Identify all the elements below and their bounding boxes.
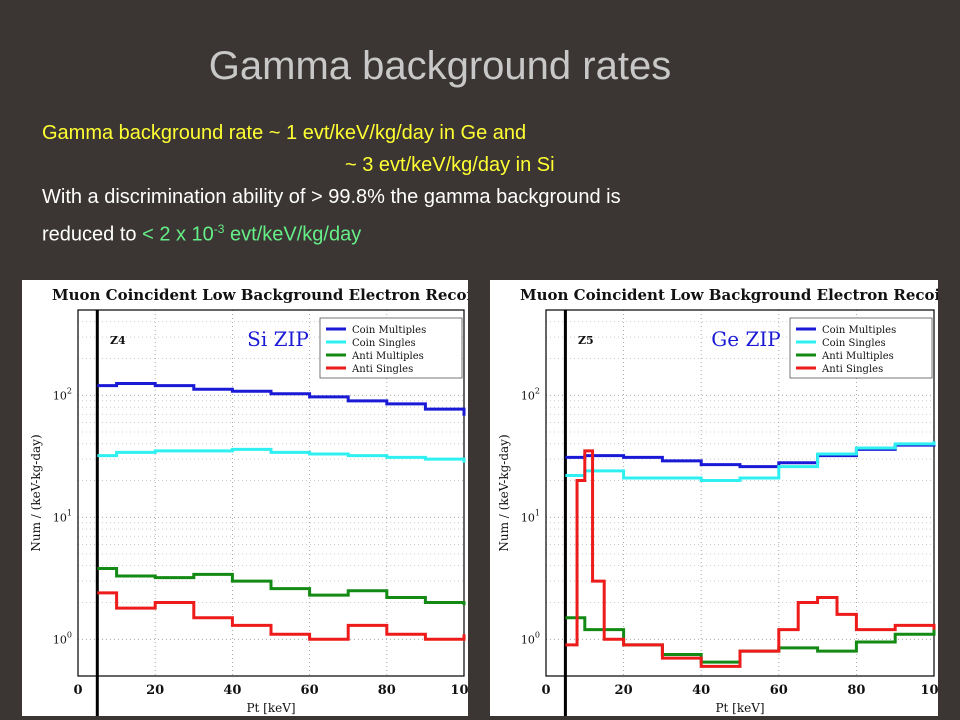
x-axis-label: Pt [keV] <box>715 701 764 715</box>
series-line-coin-singles <box>97 447 466 463</box>
x-tick-label: 0 <box>541 683 550 698</box>
x-tick-label: 100 <box>450 683 468 698</box>
x-tick-label: 40 <box>692 683 710 698</box>
overlay-label: Ge ZIP <box>711 327 780 351</box>
legend-entry: Anti Singles <box>351 364 413 375</box>
x-axis-label: Pt [keV] <box>246 701 295 715</box>
detector-label: Z5 <box>578 334 594 347</box>
x-tick-label: 60 <box>301 683 319 698</box>
x-tick-label: 80 <box>378 683 396 698</box>
chart-title: Muon Coincident Low Background Electron … <box>52 286 468 304</box>
text-line-4-prefix: reduced to <box>42 223 143 246</box>
y-axis-label: Num / (keV-kg-day) <box>497 434 511 551</box>
text-line-1: Gamma background rate ~ 1 evt/keV/kg/day… <box>42 122 527 144</box>
chart-title: Muon Coincident Low Background Electron … <box>520 286 938 304</box>
slide-title: Gamma background rates <box>208 44 672 88</box>
legend-entry: Coin Singles <box>352 338 416 349</box>
series-line-coin-singles <box>565 441 936 483</box>
text-line-4: reduced to < 2 x 10-3 evt/keV/kg/day <box>42 216 361 248</box>
text-line-2: ~ 3 evt/keV/kg/day in Si <box>345 154 555 176</box>
legend: Coin Multiples Coin Singles Anti Multiples… <box>319 317 463 379</box>
overlay-label: Si ZIP <box>247 327 309 351</box>
legend-entry: Coin Multiples <box>352 325 426 336</box>
detector-label: Z4 <box>110 334 126 347</box>
legend-entry: Coin Singles <box>822 338 886 349</box>
x-tick-label: 80 <box>847 683 865 698</box>
legend-entry: Anti Multiples <box>821 351 894 362</box>
text-line-4-exponent: -3 <box>213 222 225 236</box>
plot-frame <box>77 309 465 677</box>
x-tick-label: 20 <box>146 683 164 698</box>
x-tick-label: 100 <box>920 683 938 698</box>
y-axis-label: Num / (keV-kg-day) <box>29 434 43 551</box>
x-tick-label: 60 <box>770 683 788 698</box>
text-line-3: With a discrimination ability of > 99.8%… <box>42 186 621 208</box>
x-tick-label: 40 <box>223 683 241 698</box>
legend: Coin Multiples Coin Singles Anti Multiples… <box>789 317 933 379</box>
x-tick-label: 0 <box>73 683 82 698</box>
plot-frame <box>545 309 935 677</box>
legend-entry: Anti Multiples <box>351 351 424 362</box>
chart-ge-zip: Muon Coincident Low Background Electron … <box>490 280 938 716</box>
legend-entry: Coin Multiples <box>822 325 896 336</box>
series-line-anti-singles <box>565 449 936 668</box>
chart-si-zip: Muon Coincident Low Background Electron … <box>22 280 468 716</box>
text-line-4-suffix: evt/keV/kg/day <box>224 223 362 246</box>
legend-entry: Anti Singles <box>821 364 883 375</box>
text-line-4-highlight: < 2 x 10 <box>142 223 214 246</box>
x-tick-label: 20 <box>615 683 633 698</box>
